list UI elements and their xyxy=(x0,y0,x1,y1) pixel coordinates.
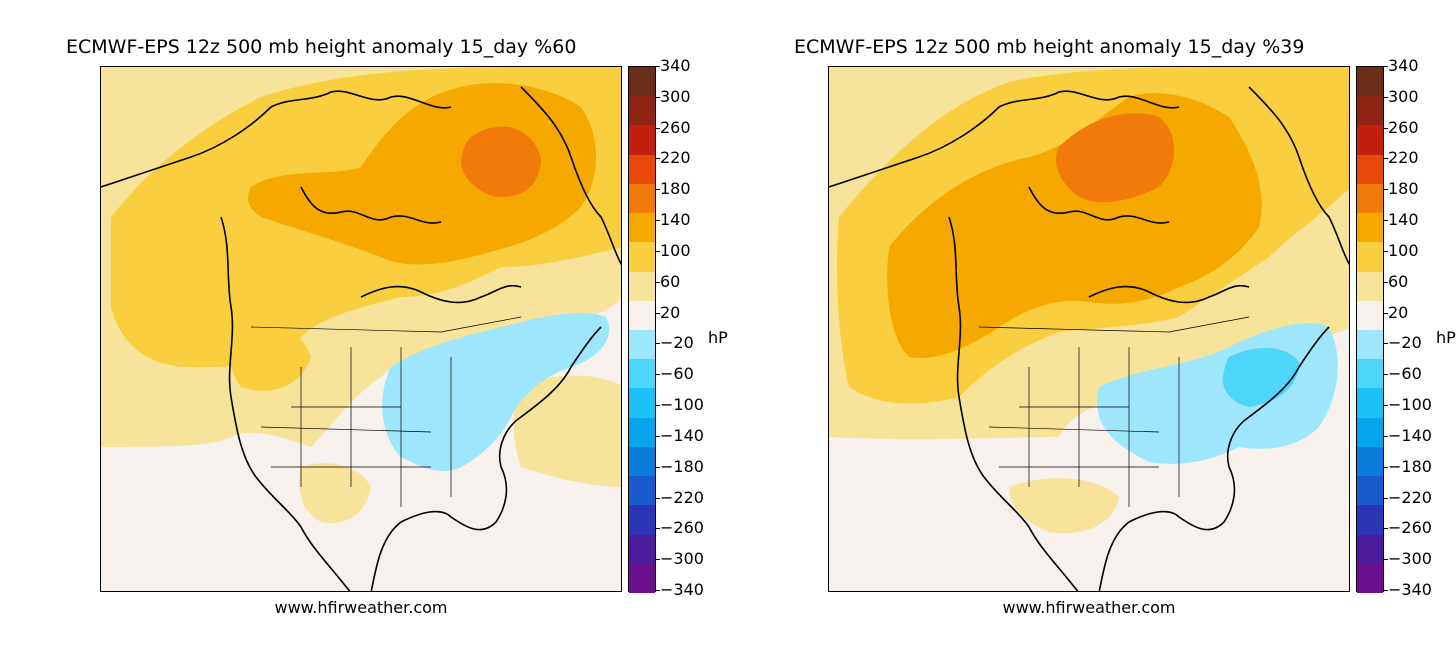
colorbar-tick-label: 60 xyxy=(1383,271,1409,291)
colorbar-tick-label: 300 xyxy=(656,86,691,106)
colorbar-tick-label: −100 xyxy=(656,395,704,415)
colorbar-segment xyxy=(1357,213,1383,243)
colorbar-tick-label: −60 xyxy=(1384,364,1422,384)
colorbar-segment xyxy=(1357,183,1383,214)
colorbar-tick-label: −300 xyxy=(1384,549,1432,569)
colorbar-tick-label: 340 xyxy=(656,56,691,75)
colorbar-segment xyxy=(1357,417,1383,447)
colorbar-segment xyxy=(629,242,655,272)
colorbar-tick-label: −60 xyxy=(656,364,694,384)
colorbar-segment xyxy=(1357,125,1383,155)
colorbar-segment xyxy=(1357,242,1383,272)
anomaly-map xyxy=(828,66,1350,592)
colorbar-segment xyxy=(629,125,655,155)
colorbar-segment xyxy=(1357,300,1383,330)
colorbar-segment xyxy=(1357,96,1383,126)
colorbar-tick-label: 140 xyxy=(1384,210,1419,230)
colorbar-segment xyxy=(1357,67,1383,97)
colorbar-tick-label: −260 xyxy=(1384,518,1432,538)
colorbar-tick-label: −180 xyxy=(1384,456,1432,476)
colorbar-tick-label: 180 xyxy=(656,179,691,199)
colorbar-tick-label: 180 xyxy=(1384,179,1419,199)
colorbar-segment xyxy=(629,67,655,97)
colorbar-segment xyxy=(1357,154,1383,184)
colorbar-segment xyxy=(1357,388,1383,418)
colorbar-segment xyxy=(629,154,655,184)
colorbar-tick-label: −260 xyxy=(656,518,704,538)
colorbar-segment xyxy=(1357,534,1383,564)
anomaly-map-graphic xyxy=(829,67,1349,591)
map-title: ECMWF-EPS 12z 500 mb height anomaly 15_d… xyxy=(66,36,577,58)
colorbar-tick-label: −140 xyxy=(656,425,704,445)
colorbar-segment xyxy=(1357,329,1383,360)
colorbar-segment xyxy=(629,359,655,389)
colorbar-segment xyxy=(629,417,655,447)
colorbar xyxy=(628,66,656,593)
colorbar-tick-label: −100 xyxy=(1384,395,1432,415)
colorbar-segment xyxy=(629,96,655,126)
colorbar-segment xyxy=(629,563,655,593)
colorbar-segment xyxy=(629,329,655,360)
colorbar-tick-label: −340 xyxy=(1384,580,1432,599)
colorbar-tick-label: 140 xyxy=(656,210,691,230)
colorbar xyxy=(1356,66,1384,593)
colorbar-segment xyxy=(629,476,655,506)
colorbar-tick-label: 260 xyxy=(656,117,691,137)
colorbar-segment xyxy=(629,505,655,535)
colorbar-tick-label: 60 xyxy=(655,271,681,291)
map-panel-left: ECMWF-EPS 12z 500 mb height anomaly 15_d… xyxy=(66,36,730,617)
colorbar-segment xyxy=(1357,563,1383,593)
colorbar-segment xyxy=(629,534,655,564)
colorbar-tick-label: 20 xyxy=(1383,302,1409,322)
colorbar-segment xyxy=(629,446,655,477)
colorbar-tick-label: −180 xyxy=(656,456,704,476)
colorbar-tick-label: 260 xyxy=(1384,117,1419,137)
colorbar-tick-label: −140 xyxy=(1384,425,1432,445)
map-credit: www.hfirweather.com xyxy=(1002,598,1176,617)
colorbar-segment xyxy=(629,213,655,243)
colorbar-tick-label: 100 xyxy=(1384,240,1419,260)
colorbar-tick-label: −20 xyxy=(1384,333,1422,353)
colorbar-segment xyxy=(1357,446,1383,477)
colorbar-ticks: 340 300 260 220 180 140 100 60 20 −20 −60 −100 −140 −… xyxy=(1383,58,1456,598)
colorbar-tick-label: 300 xyxy=(1384,86,1419,106)
colorbar-unit: hP xyxy=(1436,328,1456,347)
colorbar-tick-label: 220 xyxy=(1384,148,1419,168)
colorbar-segment xyxy=(629,183,655,214)
map-panel-right: ECMWF-EPS 12z 500 mb height anomaly 15_d… xyxy=(728,0,1456,658)
colorbar-tick-label: 100 xyxy=(656,240,691,260)
colorbar-segment xyxy=(1357,359,1383,389)
colorbar-tick-label: 340 xyxy=(1384,56,1419,75)
colorbar-tick-label: −20 xyxy=(656,333,694,353)
anomaly-map xyxy=(100,66,622,592)
map-title: ECMWF-EPS 12z 500 mb height anomaly 15_d… xyxy=(794,36,1305,58)
colorbar-segment xyxy=(1357,271,1383,301)
colorbar-unit: hP xyxy=(708,328,728,347)
colorbar-segment xyxy=(1357,505,1383,535)
colorbar-tick-label: 220 xyxy=(656,148,691,168)
colorbar-tick-label: −340 xyxy=(656,580,704,599)
anomaly-map-graphic xyxy=(101,67,621,591)
colorbar-segment xyxy=(629,300,655,330)
colorbar-segment xyxy=(629,388,655,418)
colorbar-tick-label: 20 xyxy=(655,302,681,322)
colorbar-tick-label: −220 xyxy=(656,487,704,507)
colorbar-segment xyxy=(1357,476,1383,506)
colorbar-tick-label: −300 xyxy=(656,549,704,569)
map-credit: www.hfirweather.com xyxy=(274,598,448,617)
colorbar-ticks: 340 300 260 220 180 140 100 60 20 −20 −60 −100 −140 −… xyxy=(655,58,730,598)
colorbar-tick-label: −220 xyxy=(1384,487,1432,507)
colorbar-segment xyxy=(629,271,655,301)
